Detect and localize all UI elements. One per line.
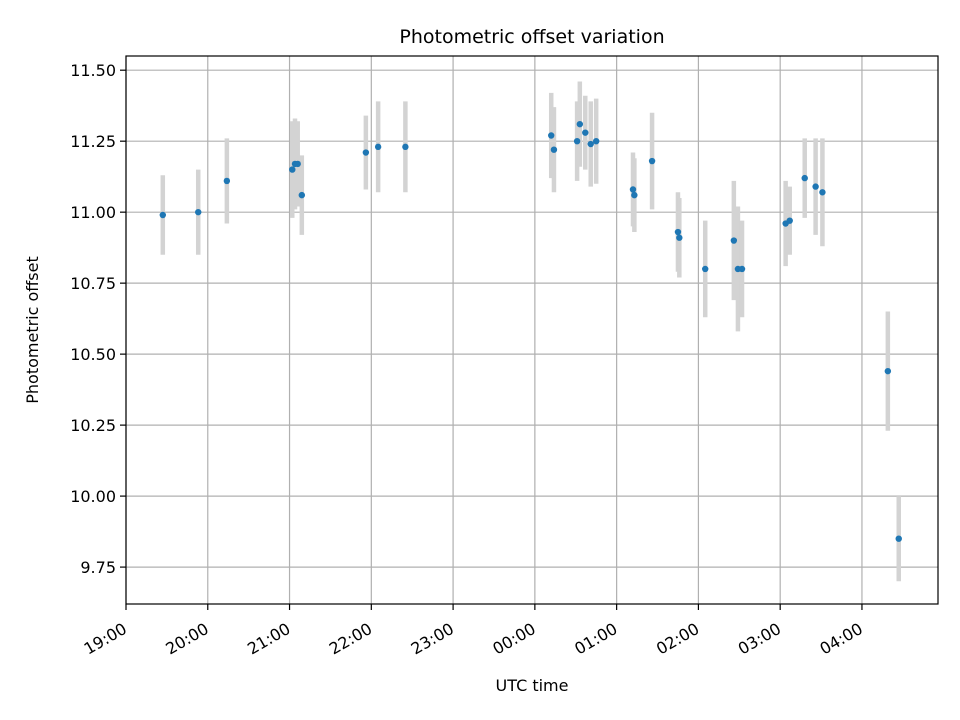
data-point	[786, 217, 793, 224]
data-point	[374, 143, 382, 151]
y-tick-label: 10.00	[70, 487, 116, 506]
error-bars	[160, 81, 901, 582]
data-point	[576, 120, 584, 128]
grid	[125, 56, 938, 604]
data-point	[159, 211, 166, 219]
x-tick-label: 03:00	[735, 619, 784, 659]
data-points	[159, 120, 902, 542]
chart-title: Photometric offset variation	[399, 26, 664, 48]
x-tick-label: 00:00	[489, 619, 538, 659]
data-point	[294, 160, 301, 168]
data-point	[582, 129, 589, 136]
y-tick-label: 10.75	[70, 274, 116, 293]
data-point	[550, 146, 558, 153]
x-tick-label: 21:00	[244, 619, 293, 659]
x-axis-title: UTC time	[496, 676, 569, 695]
data-point	[895, 535, 902, 542]
data-point	[573, 137, 581, 145]
data-point	[298, 191, 306, 199]
x-tick-label: 22:00	[326, 619, 375, 659]
data-point	[812, 183, 819, 190]
y-tick-label: 10.25	[70, 416, 116, 435]
data-point	[738, 265, 746, 273]
y-tick-label: 10.50	[70, 345, 116, 364]
data-point	[674, 228, 682, 236]
y-axis-title: Photometric offset	[23, 256, 42, 404]
y-axis-ticks: 9.75 10.00 10.25 10.50 10.75 11.00 11.25 11.50	[70, 61, 126, 577]
data-point	[402, 143, 409, 151]
x-tick-label: 20:00	[162, 619, 211, 659]
x-axis-ticks: 19:00 20:00 21:00 22:00 23:00 00:00 01:00 02:00…	[81, 604, 866, 659]
data-point	[195, 208, 202, 216]
data-point	[548, 132, 555, 139]
data-point	[730, 237, 738, 244]
y-tick-label: 11.25	[70, 132, 116, 151]
data-point	[648, 157, 656, 165]
data-point	[289, 166, 296, 173]
data-point	[676, 234, 683, 241]
x-tick-label: 23:00	[408, 619, 457, 659]
y-tick-label: 9.75	[80, 558, 116, 577]
x-tick-label: 19:00	[81, 619, 130, 659]
data-point	[801, 174, 808, 182]
data-point	[819, 189, 826, 196]
x-tick-label: 04:00	[817, 619, 866, 659]
data-point	[223, 177, 231, 185]
x-tick-label: 02:00	[653, 619, 702, 659]
data-point	[587, 140, 594, 148]
data-point	[362, 149, 370, 156]
y-tick-label: 11.50	[70, 61, 116, 80]
data-point	[629, 186, 637, 193]
data-point	[884, 367, 892, 375]
data-point	[631, 191, 638, 199]
y-tick-label: 11.00	[70, 203, 116, 222]
x-tick-label: 01:00	[571, 619, 620, 659]
data-point	[702, 265, 709, 273]
plot-frame	[125, 55, 939, 605]
data-point	[592, 137, 600, 145]
